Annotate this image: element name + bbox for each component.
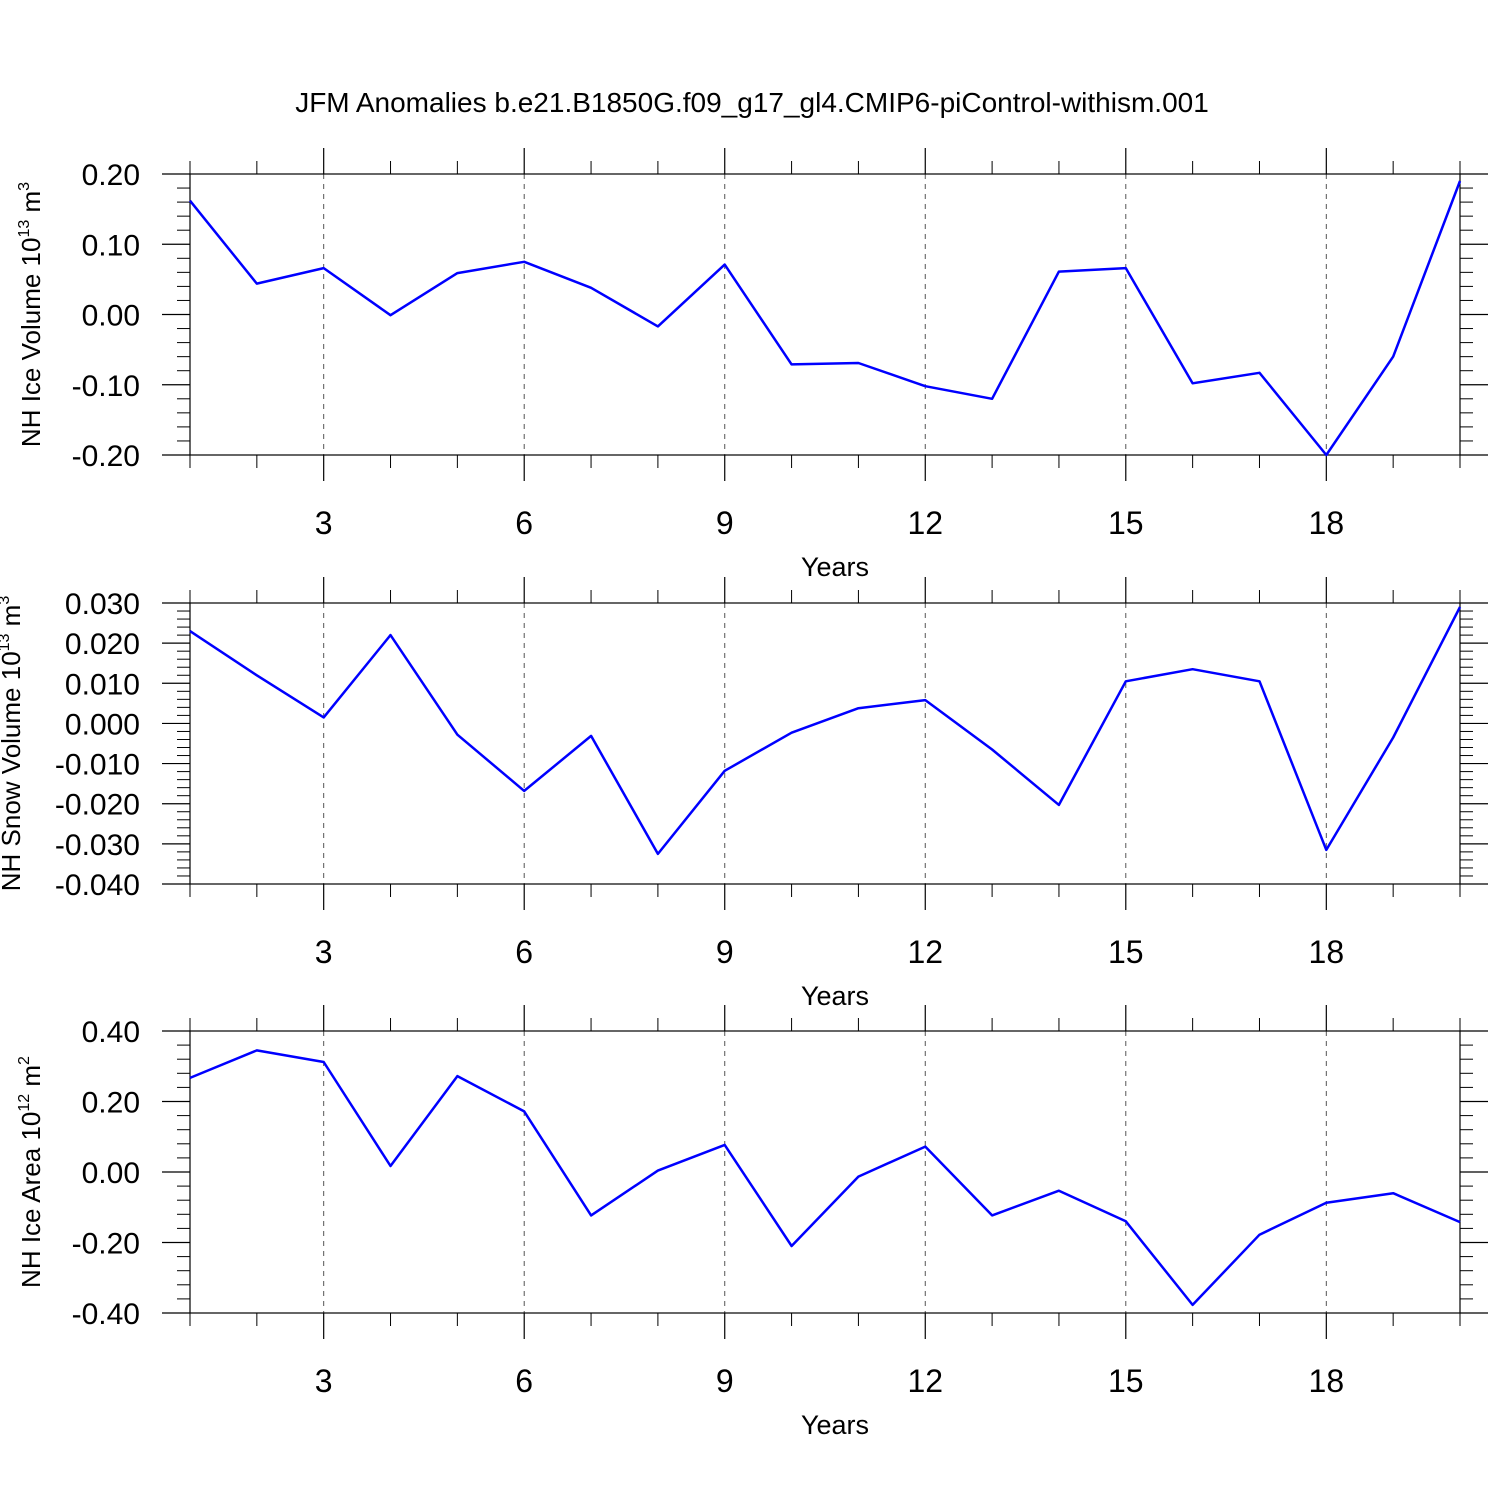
y-tick-label: -0.040: [55, 869, 140, 902]
x-tick-label: 3: [315, 505, 333, 541]
y-axis-label: NH Snow Volume 1013 m3: [0, 596, 26, 892]
x-tick-label: 18: [1309, 934, 1345, 970]
y-tick-label: 0.010: [65, 668, 140, 701]
series-line: [189, 606, 1462, 856]
y-axis-label: NH Ice Area 1012 m2: [16, 1056, 46, 1288]
y-tick-label: 0.020: [65, 628, 140, 661]
y-tick-label: 0.10: [82, 229, 140, 262]
y-tick-label: 0.00: [82, 1157, 140, 1190]
y-tick-label: 0.00: [82, 300, 140, 333]
y-tick-label: -0.10: [72, 370, 140, 403]
x-axis-label: Years: [801, 981, 869, 1011]
panel-2: 3 6 9 12 15 18 -0.040 -0.030 -0.020 -0.010 0.000 0.…: [0, 577, 1488, 1011]
y-tick-label: 0.000: [65, 708, 140, 741]
x-tick-label: 18: [1309, 1363, 1345, 1399]
x-tick-label: 15: [1108, 505, 1144, 541]
y-tick-label: -0.20: [72, 440, 140, 473]
series-line: [189, 180, 1462, 457]
y-tick-label: 0.20: [82, 159, 140, 192]
figure-title: JFM Anomalies b.e21.B1850G.f09_g17_gl4.C…: [295, 87, 1209, 118]
x-tick-label: 15: [1108, 1363, 1144, 1399]
x-tick-label: 12: [907, 505, 943, 541]
panel-3: 3 6 9 12 15 18 -0.40 -0.20 0.00 0.20 0.40 Years NH I…: [16, 1005, 1488, 1440]
series-line: [189, 1049, 1461, 1307]
x-tick-label: 6: [515, 505, 533, 541]
x-tick-label: 12: [907, 934, 943, 970]
x-tick-label: 9: [716, 1363, 734, 1399]
panels: 3 6 9 12 15 18 -0.20 -0.10 0.00 0.10 0.20 Years NH I…: [0, 148, 1488, 1440]
x-tick-label: 6: [515, 1363, 533, 1399]
x-axis-label: Years: [801, 1410, 869, 1440]
y-tick-label: -0.030: [55, 829, 140, 862]
y-tick-label: 0.030: [65, 588, 140, 621]
y-tick-label: -0.020: [55, 789, 140, 822]
x-tick-label: 9: [716, 934, 734, 970]
panel-1: 3 6 9 12 15 18 -0.20 -0.10 0.00 0.10 0.20 Years NH I…: [16, 148, 1488, 582]
x-tick-label: 3: [315, 1363, 333, 1399]
x-tick-label: 15: [1108, 934, 1144, 970]
y-tick-label: -0.010: [55, 749, 140, 782]
x-axis-label: Years: [801, 552, 869, 582]
plot-frame: [189, 1030, 1461, 1314]
x-tick-label: 6: [515, 934, 533, 970]
x-tick-label: 3: [315, 934, 333, 970]
plot-frame: [189, 602, 1461, 885]
y-tick-label: -0.40: [72, 1298, 140, 1331]
x-tick-label: 9: [716, 505, 734, 541]
y-tick-label: 0.40: [82, 1016, 140, 1049]
plot-frame: [189, 173, 1461, 456]
x-tick-label: 12: [907, 1363, 943, 1399]
y-tick-label: -0.20: [72, 1228, 140, 1261]
y-tick-label: 0.20: [82, 1087, 140, 1120]
x-tick-label: 18: [1309, 505, 1345, 541]
y-axis-label: NH Ice Volume 1013 m3: [16, 182, 46, 447]
